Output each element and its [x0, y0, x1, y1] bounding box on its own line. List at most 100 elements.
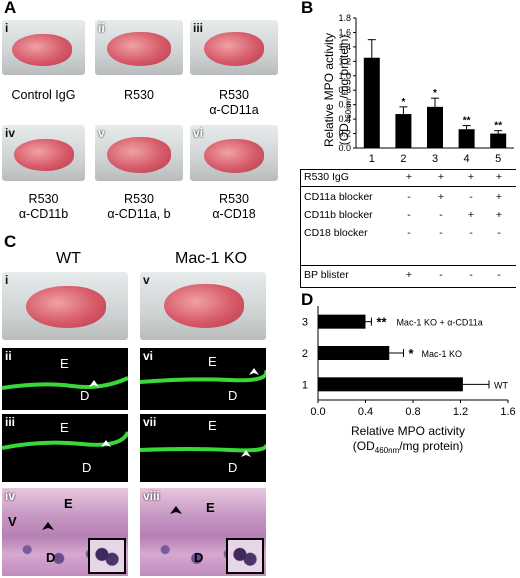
significance-mark: ** [376, 315, 387, 330]
photo-r530-cd11b: iv [2, 125, 85, 181]
table-cell: - [407, 191, 411, 203]
y-tick-label: 1.4 [338, 42, 351, 52]
fluorescence-ko-vi: vi E D [140, 348, 266, 410]
numeral: vii [143, 415, 157, 429]
bar [458, 129, 475, 148]
table-cell: + [467, 171, 475, 183]
x-tick-label: 4 [464, 153, 470, 165]
numeral: vi [143, 349, 154, 363]
label-dermis: D [82, 460, 92, 475]
x-tick-label: 0.4 [358, 406, 373, 418]
inset-magnified [88, 538, 126, 574]
table-cell: + [495, 209, 503, 221]
caption-r530-cd11b: R530 α-CD11b [18, 192, 69, 221]
bar-label: Mac-1 KO [422, 349, 463, 359]
table-row-label: BP blister [304, 269, 349, 281]
photo-r530-cd11a: iii [190, 20, 278, 75]
label-epidermis: E [206, 500, 215, 515]
photo-r530: ii [95, 20, 183, 75]
table-row-label: R530 IgG [304, 171, 349, 183]
caption-r530-cd11a: R530 α-CD11a [209, 88, 259, 117]
bar [318, 377, 463, 392]
bar [318, 346, 390, 360]
column-label-wt: WT [56, 250, 81, 267]
histology-ko-viii: viii E D [140, 488, 266, 576]
label-dermis: D [46, 550, 56, 565]
photo-r530-cd11ab: v [95, 125, 183, 181]
numeral: vi [193, 126, 204, 140]
y-tick-label: 2 [302, 348, 308, 360]
y-tick-label: 0.0 [338, 143, 351, 153]
significance-mark: * [409, 346, 415, 361]
panel-label-d: D [301, 290, 314, 309]
y-tick-label: 1.8 [338, 13, 351, 23]
table-cell: + [405, 171, 413, 183]
label-vesicle: V [8, 514, 17, 529]
table-cell: + [495, 191, 503, 203]
x-tick-label: 0.8 [405, 406, 420, 418]
y-tick-label: 1.6 [338, 27, 351, 37]
x-tick-label: 3 [432, 153, 438, 165]
table-cell: + [405, 269, 413, 281]
numeral: i [5, 273, 9, 287]
inset-magnified [226, 538, 264, 574]
significance-mark: ** [463, 116, 471, 127]
table-cell: - [497, 269, 501, 281]
table-cell: + [437, 191, 445, 203]
numeral: viii [143, 489, 160, 503]
column-label-mac1-ko: Mac-1 KO [175, 250, 248, 267]
panel-b-table: R530 IgG + + + + + CD11a blocker - + - + - CD11b blo… [300, 169, 516, 309]
photo-r530-cd18: vi [190, 125, 278, 181]
table-cell: - [439, 209, 443, 221]
label-epidermis: E [64, 496, 73, 511]
bar [490, 133, 507, 148]
table-cell: - [469, 269, 473, 281]
y-tick-label: 0.6 [338, 100, 351, 110]
numeral: i [5, 21, 9, 35]
histology-wt-iv: iv V E D [2, 488, 128, 576]
table-cell: + [437, 171, 445, 183]
label-epidermis: E [208, 418, 217, 433]
table-cell: - [439, 269, 443, 281]
caption-control-igg: Control IgG [11, 88, 76, 102]
numeral: v [143, 273, 150, 287]
y-tick-label: 0.2 [338, 129, 351, 139]
significance-mark: ** [494, 121, 502, 132]
y-tick-label: 0.8 [338, 85, 351, 95]
table-cell: - [407, 227, 411, 239]
table-row-label: CD11b blocker [304, 209, 373, 221]
table-cell: + [467, 209, 475, 221]
numeral: iii [193, 21, 204, 35]
panel-label-a: A [4, 0, 17, 17]
label-epidermis: E [208, 354, 217, 369]
y-tick-label: 1 [302, 379, 308, 391]
table-row-label: CD11a blocker [304, 191, 373, 203]
table-cell: - [497, 227, 501, 239]
table-cell: - [439, 227, 443, 239]
y-tick-label: 3 [302, 317, 308, 329]
x-tick-label: 1.6 [500, 406, 515, 418]
label-dermis: D [194, 550, 204, 565]
chart-d: 0.0 0.4 0.8 1.2 1.6 1 WT 2 * Mac-1 KO 3 ** Mac-1 KO… [302, 306, 516, 455]
bar [395, 114, 412, 148]
chart-d-xlabel-units: (OD460nm/mg protein) [353, 439, 464, 455]
caption-r530: R530 [124, 88, 154, 102]
label-dermis: D [228, 388, 238, 403]
y-tick-label: 0.4 [338, 114, 351, 124]
x-tick-label: 1 [369, 153, 375, 165]
numeral: iv [5, 126, 16, 140]
table-cell: - [469, 227, 473, 239]
fluorescence-wt-ii: ii E D [2, 348, 128, 410]
numeral: ii [98, 21, 105, 35]
bar-label: WT [494, 380, 508, 390]
numeral: iii [5, 415, 16, 429]
caption-r530-cd18: R530 α-CD18 [212, 192, 256, 221]
bar [427, 106, 443, 148]
significance-mark: * [433, 88, 437, 99]
table-cell: + [495, 171, 503, 183]
y-tick-label: 1.0 [338, 71, 351, 81]
caption-r530-cd11ab: R530 α-CD11a, b [107, 192, 171, 221]
label-dermis: D [228, 460, 238, 475]
table-cell: - [407, 209, 411, 221]
x-tick-label: 5 [495, 153, 501, 165]
